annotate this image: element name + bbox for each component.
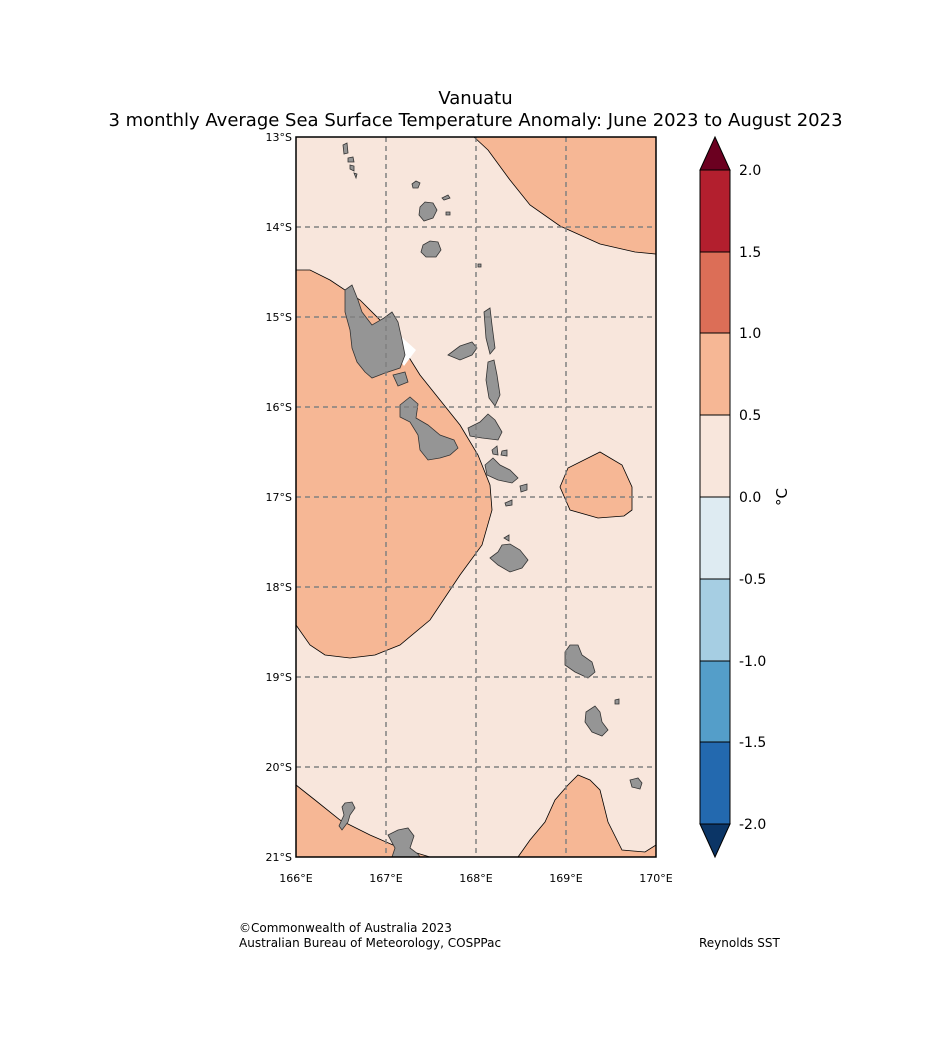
island-efate xyxy=(489,543,529,573)
island-espiritu-santo xyxy=(344,284,406,379)
island-ambrym xyxy=(467,413,503,441)
island-emae xyxy=(504,499,513,507)
lat-label-18s: 18°S xyxy=(266,581,292,594)
island-lifou xyxy=(387,827,421,858)
colorbar-extend-min xyxy=(699,823,731,859)
island-epi xyxy=(484,457,519,484)
island-gaua xyxy=(420,240,442,258)
anomaly-region-south xyxy=(517,774,657,858)
agency-text: Australian Bureau of Meteorology, COSPPa… xyxy=(239,936,502,950)
island-ambae xyxy=(447,341,478,361)
colorbar-bin-4 xyxy=(699,414,731,498)
lat-label-14s: 14°S xyxy=(266,221,292,234)
anomaly-region-west xyxy=(295,269,493,659)
map-subtitle: 3 monthly Average Sea Surface Temperatur… xyxy=(108,110,843,131)
island-paama xyxy=(491,445,499,456)
island-futuna xyxy=(629,777,643,790)
lon-label-168e: 168°E xyxy=(459,872,492,885)
colorbar-bin-7 xyxy=(699,660,731,743)
map-frame xyxy=(295,136,657,858)
island-erromango xyxy=(564,644,596,679)
graticule xyxy=(296,137,656,857)
island-loyalty-ouvea xyxy=(338,801,356,831)
lon-label-170e: 170°E xyxy=(639,872,672,885)
colorbar-tick-neg-1-5: -1.5 xyxy=(739,735,766,751)
lat-label-20s: 20°S xyxy=(266,761,292,774)
colorbar-tick-neg-0-5: -0.5 xyxy=(739,572,766,588)
colorbar xyxy=(699,135,731,859)
island-merelava xyxy=(477,263,482,268)
island-mota-lava xyxy=(441,194,451,201)
colorbar-unit-label: °C xyxy=(773,488,791,506)
lat-label-19s: 19°S xyxy=(266,671,292,684)
colorbar-extend-max xyxy=(699,135,731,171)
colorbar-tick-neg-2-0: -2.0 xyxy=(739,817,766,833)
lat-label-21s: 21°S xyxy=(266,851,292,864)
lon-label-169e: 169°E xyxy=(549,872,582,885)
lat-label-15s: 15°S xyxy=(266,311,292,324)
lat-label-13s: 13°S xyxy=(266,131,292,144)
colorbar-tick-1-5: 1.5 xyxy=(739,245,761,261)
island-lopevi xyxy=(500,449,508,457)
island-torres-4 xyxy=(353,172,358,180)
anomaly-warm-regions xyxy=(295,136,657,858)
island-aniwa xyxy=(614,698,620,705)
island-tanna xyxy=(584,705,609,737)
island-torres-1 xyxy=(342,142,349,155)
island-ureparapara xyxy=(411,180,421,189)
island-vanua-lava xyxy=(418,201,438,222)
island-mota xyxy=(445,211,451,216)
map-title: Vanuatu xyxy=(438,88,513,109)
island-pentecost xyxy=(485,359,501,407)
colorbar-tick-0-5: 0.5 xyxy=(739,408,761,424)
copyright-text: ©Commonwealth of Australia 2023 xyxy=(239,921,452,935)
anomaly-region-east-blob xyxy=(559,451,633,519)
lon-label-167e: 167°E xyxy=(369,872,402,885)
colorbar-tick-neg-1-0: -1.0 xyxy=(739,654,766,670)
island-nguna xyxy=(503,534,510,542)
colorbar-bin-2 xyxy=(699,251,731,334)
colorbar-bin-3 xyxy=(699,332,731,416)
island-malakula xyxy=(399,396,459,461)
colorbar-tick-1-0: 1.0 xyxy=(739,326,761,342)
colorbar-bin-1 xyxy=(699,169,731,253)
colorbar-bin-5 xyxy=(699,496,731,580)
island-malo xyxy=(392,371,409,387)
data-source-text: Reynolds SST xyxy=(699,936,780,950)
colorbar-tick-2-0: 2.0 xyxy=(739,163,761,179)
island-tongoa xyxy=(519,483,528,493)
colorbar-bin-6 xyxy=(699,578,731,662)
land-islands xyxy=(338,142,643,858)
colorbar-tick-0-0: 0.0 xyxy=(739,490,761,506)
island-maewo xyxy=(483,307,496,355)
colorbar-bin-8 xyxy=(699,741,731,825)
lon-label-166e: 166°E xyxy=(279,872,312,885)
lat-label-16s: 16°S xyxy=(266,401,292,414)
lat-label-17s: 17°S xyxy=(266,491,292,504)
island-torres-2 xyxy=(347,156,355,163)
island-torres-3 xyxy=(349,164,355,172)
